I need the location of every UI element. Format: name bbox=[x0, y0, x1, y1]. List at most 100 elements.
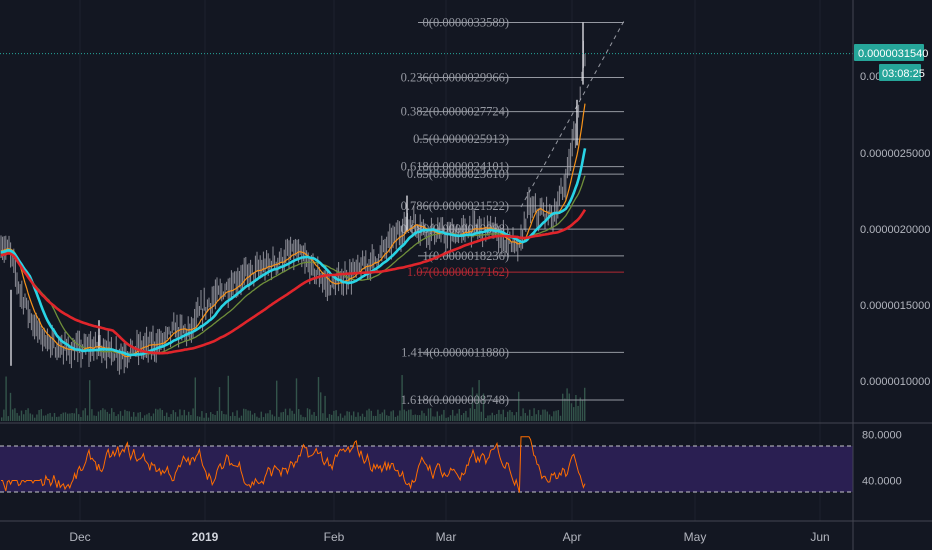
volume-bar bbox=[456, 413, 458, 421]
volume-bar bbox=[379, 413, 381, 421]
volume-bar bbox=[218, 387, 221, 421]
volume-bar bbox=[29, 413, 31, 421]
moving-average-cyan bbox=[0, 148, 587, 357]
volume-bar bbox=[108, 413, 111, 421]
fib-level-label: 1(0.0000018236) bbox=[423, 249, 509, 263]
volume-bar bbox=[447, 417, 449, 421]
volume-bar bbox=[324, 395, 326, 421]
volume-bar bbox=[419, 415, 421, 421]
volume-bar bbox=[146, 414, 148, 421]
volume-bar bbox=[190, 415, 192, 421]
volume-bar bbox=[306, 408, 309, 421]
volume-bar bbox=[243, 408, 245, 421]
volume-bar bbox=[555, 410, 557, 421]
time-tick-label: Mar bbox=[436, 530, 457, 544]
volume-bar bbox=[487, 415, 489, 421]
volume-bar bbox=[386, 415, 388, 421]
volume-bar bbox=[260, 411, 262, 421]
volume-bar bbox=[562, 393, 564, 421]
volume-bar bbox=[498, 409, 500, 421]
volume-bar bbox=[232, 412, 234, 421]
volume-bar bbox=[388, 415, 390, 421]
volume-bar bbox=[97, 411, 100, 421]
volume-bar bbox=[133, 412, 135, 421]
volume-bar bbox=[23, 414, 25, 421]
volume-bar bbox=[434, 416, 436, 421]
volume-bar bbox=[568, 393, 570, 421]
volume-bar bbox=[553, 411, 555, 421]
volume-bar bbox=[317, 377, 320, 421]
volume-bar bbox=[518, 391, 520, 421]
volume-bar bbox=[58, 416, 60, 421]
volume-bar bbox=[192, 408, 194, 421]
fib-level-label: 1.07(0.0000017162) bbox=[407, 265, 509, 279]
volume-bar bbox=[333, 410, 335, 421]
volume-bar bbox=[80, 416, 82, 421]
rsi-band-fill bbox=[0, 446, 853, 492]
volume-bar bbox=[471, 387, 474, 421]
volume-bar bbox=[542, 409, 544, 421]
volume-bar bbox=[102, 408, 104, 421]
volume-bar bbox=[203, 417, 205, 421]
volume-bar bbox=[430, 408, 432, 421]
volume-bar bbox=[535, 414, 537, 421]
volume-bar bbox=[504, 417, 507, 421]
volume-bar bbox=[436, 411, 438, 421]
volume-bar bbox=[416, 415, 419, 421]
volume-bar bbox=[335, 410, 337, 421]
volume-bar bbox=[265, 413, 267, 421]
volume-bar bbox=[258, 417, 260, 421]
volume-bar bbox=[311, 414, 313, 421]
volume-bar bbox=[163, 415, 166, 421]
volume-bar bbox=[304, 417, 306, 421]
volume-bar bbox=[445, 417, 447, 421]
rsi-tick-label: 80.0000 bbox=[862, 430, 902, 442]
volume-bar bbox=[31, 414, 34, 421]
fib-trend-line bbox=[520, 20, 625, 208]
rsi-tick-label: 40.0000 bbox=[862, 476, 902, 488]
volume-bar bbox=[95, 415, 97, 421]
volume-bar bbox=[366, 410, 368, 421]
volume-bar bbox=[372, 415, 375, 421]
volume-bar bbox=[344, 415, 346, 421]
volume-bar bbox=[155, 408, 157, 421]
volume-bar bbox=[383, 409, 386, 421]
volume-bar bbox=[438, 415, 441, 421]
last-price-badge: 0.0000031540 03:08:25 bbox=[854, 44, 928, 81]
price-tick-partial: 0.00 bbox=[860, 71, 881, 83]
volume-bar bbox=[313, 412, 315, 421]
volume-bar bbox=[511, 412, 513, 421]
volume-bar bbox=[368, 408, 370, 421]
volume-bar bbox=[53, 413, 56, 421]
volume-bar bbox=[581, 399, 584, 421]
volume-bar bbox=[326, 417, 328, 421]
volume-bar bbox=[124, 409, 126, 421]
volume-bar bbox=[350, 415, 353, 421]
volume-bar bbox=[170, 414, 172, 421]
volume-bar bbox=[201, 411, 203, 421]
volume-bar bbox=[533, 408, 535, 421]
volume-bar bbox=[111, 408, 113, 421]
volume-bar bbox=[119, 411, 122, 421]
volume-bar bbox=[216, 410, 218, 421]
volume-bar bbox=[100, 410, 102, 421]
volume-bar bbox=[531, 416, 533, 421]
volume-bar bbox=[403, 409, 405, 421]
time-tick-label: 2019 bbox=[192, 530, 219, 544]
volume-bar bbox=[207, 417, 210, 421]
volume-bar bbox=[577, 405, 579, 421]
price-axis[interactable]: 0.00 0.0000025000 0.0000020000 0.000001500… bbox=[860, 71, 930, 388]
price-tick-label: 0.0000020000 bbox=[860, 224, 930, 236]
countdown-label: 03:08:25 bbox=[882, 68, 925, 80]
volume-bar bbox=[236, 410, 238, 421]
volume-bar bbox=[214, 414, 216, 421]
volume-bar bbox=[60, 413, 62, 421]
volume-bar bbox=[579, 397, 581, 421]
volume-bar bbox=[64, 412, 67, 421]
volume-bar bbox=[421, 410, 423, 421]
time-axis[interactable]: Dec 2019 Feb Mar Apr May Jun bbox=[69, 530, 829, 544]
volume-bar bbox=[298, 409, 300, 421]
volume-bar bbox=[559, 415, 562, 421]
volume-bar bbox=[144, 415, 146, 421]
